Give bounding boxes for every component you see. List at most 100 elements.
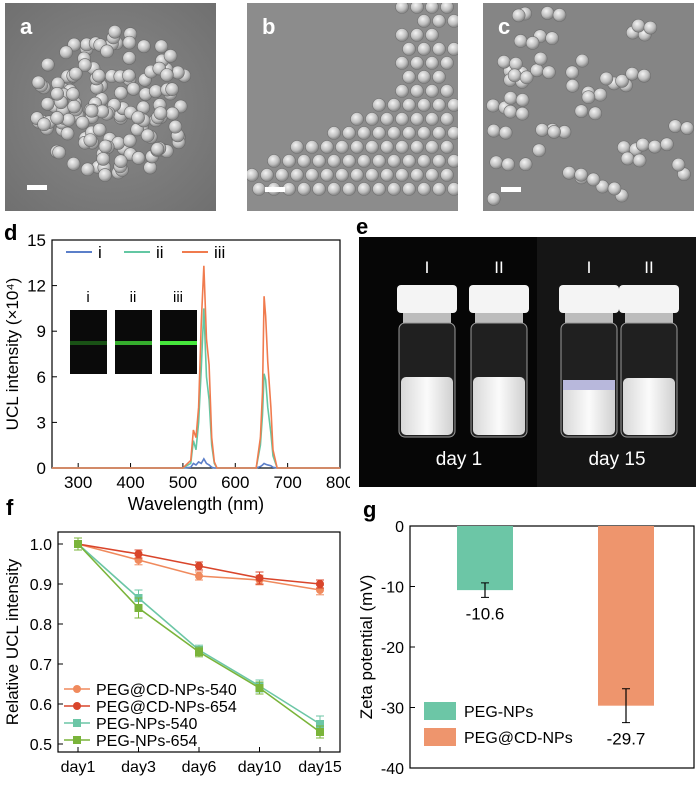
- nanoparticle: [402, 182, 416, 196]
- scale-bar: [501, 187, 521, 192]
- legend-swatch: [424, 702, 456, 720]
- data-point: [134, 604, 143, 612]
- nanoparticle: [372, 126, 386, 140]
- vial-label-4: II: [644, 258, 653, 277]
- x-tick-label: 500: [169, 473, 197, 492]
- nanoparticle: [647, 139, 662, 154]
- inset-band: [115, 341, 152, 345]
- y-tick-label: -20: [381, 640, 404, 657]
- y-axis-label: UCL intensity (×10⁴): [3, 278, 22, 431]
- nanoparticle: [498, 125, 513, 140]
- nanoparticle: [620, 151, 635, 166]
- vial-liquid: [623, 378, 675, 435]
- chart-d-uc-spectra: 300 400 500 600 700 800 0 3 6 9 12 15 Wavelength (nm…: [3, 231, 350, 514]
- nanoparticle: [511, 8, 526, 23]
- nanoparticle: [497, 54, 511, 69]
- nanoparticle: [68, 66, 83, 81]
- nanoparticle: [50, 87, 64, 101]
- nanoparticle: [365, 112, 379, 126]
- nanoparticle: [565, 79, 580, 93]
- nanoparticle: [327, 154, 341, 168]
- nanoparticle: [297, 182, 311, 196]
- legend-label: PEG-NPs: [464, 704, 533, 721]
- plot-frame: [51, 239, 341, 469]
- nanoparticle: [96, 152, 110, 166]
- panel-label-b: b: [262, 14, 276, 39]
- nanoparticle: [440, 3, 454, 14]
- series-line-iii: [52, 265, 340, 469]
- vial-cap: [469, 285, 529, 313]
- nanoparticle: [410, 112, 424, 126]
- nanoparticle: [154, 39, 169, 54]
- nanoparticle: [581, 90, 596, 104]
- nanoparticle: [599, 71, 614, 86]
- nanoparticle: [432, 70, 446, 84]
- vial-cap: [397, 285, 457, 313]
- x-tick-label: 300: [64, 473, 92, 492]
- nanoparticle: [417, 98, 431, 112]
- nanoparticle: [447, 154, 458, 168]
- data-point: [134, 550, 143, 558]
- nanoparticle: [535, 123, 549, 137]
- nanoparticle: [84, 104, 99, 118]
- nanoparticle: [425, 3, 439, 14]
- nanoparticle: [486, 192, 501, 206]
- nanoparticle: [447, 126, 458, 140]
- legend-marker: [73, 685, 81, 693]
- nanoparticle: [395, 140, 409, 154]
- nanoparticle: [417, 126, 431, 140]
- y-tick-label: 0.7: [30, 657, 52, 674]
- chart-g-zeta: 0 -10 -20 -30 -40 Zeta potential (mV) -10.6 -29…: [357, 519, 695, 778]
- nanoparticle: [625, 66, 639, 81]
- nanoparticle: [37, 117, 51, 132]
- day-label-1: day 1: [436, 449, 482, 470]
- nanoparticle-cluster: [30, 24, 192, 182]
- nanoparticle: [402, 126, 416, 140]
- vial-neck: [403, 313, 451, 323]
- x-tick-label: day3: [121, 759, 156, 776]
- vial-cap: [619, 285, 679, 313]
- bar-value-label: -10.6: [466, 604, 505, 623]
- bar-value-label: -29.7: [607, 730, 646, 749]
- legend-label: iii: [214, 243, 225, 262]
- y-tick-label: 0: [37, 459, 46, 478]
- nanoparticle: [425, 112, 439, 126]
- x-tick-label: 600: [221, 473, 249, 492]
- chart-f-stability: day1 day3 day6 day10 day15 0.5 0.6 0.7 0.8 0.9 1.0…: [3, 531, 342, 776]
- vial-label-3: I: [587, 258, 592, 277]
- nanoparticle: [335, 168, 349, 182]
- nanoparticle: [387, 182, 401, 196]
- nanoparticle: [631, 18, 646, 33]
- vial-liquid: [401, 377, 453, 435]
- nanoparticle: [252, 182, 266, 196]
- nanoparticle: [168, 119, 183, 134]
- nanoparticle: [417, 182, 431, 196]
- nanoparticle: [593, 87, 608, 102]
- data-point: [195, 562, 203, 570]
- y-tick-label: 12: [27, 277, 46, 296]
- nanoparticle: [297, 154, 311, 168]
- nanoparticle: [575, 53, 590, 68]
- nanoparticle: [507, 68, 522, 83]
- nanoparticle: [342, 126, 356, 140]
- legend-label: ii: [156, 243, 164, 262]
- nanoparticle: [635, 137, 650, 152]
- x-tick-label: 400: [116, 473, 144, 492]
- nanoparticle: [160, 68, 174, 82]
- nanoparticle: [50, 111, 64, 125]
- nanoparticle: [402, 154, 416, 168]
- bar-PEG@CD-NPs: [598, 526, 654, 706]
- sediment: [563, 380, 615, 390]
- nanoparticle: [432, 14, 446, 28]
- nanoparticle: [447, 42, 458, 56]
- nanoparticle: [432, 98, 446, 112]
- nanoparticle: [680, 121, 694, 135]
- data-point: [195, 648, 203, 656]
- scale-bar: [27, 185, 47, 190]
- panel-label-a: a: [20, 14, 33, 39]
- y-tick-label: 15: [27, 231, 46, 250]
- nanoparticle: [432, 154, 446, 168]
- nanoparticle: [100, 44, 114, 59]
- nanoparticle: [372, 98, 386, 112]
- y-tick-label: -10: [381, 580, 404, 597]
